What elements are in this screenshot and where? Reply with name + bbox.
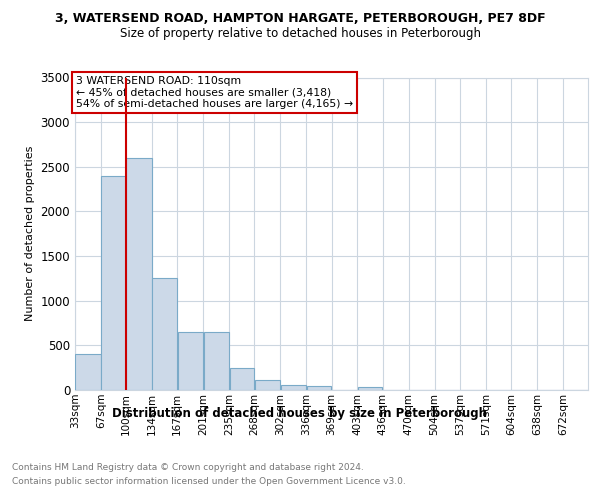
Bar (101, 176, 126, 390)
Text: 3, WATERSEND ROAD, HAMPTON HARGATE, PETERBOROUGH, PE7 8DF: 3, WATERSEND ROAD, HAMPTON HARGATE, PETE… (55, 12, 545, 26)
Text: Contains public sector information licensed under the Open Government Licence v3: Contains public sector information licen… (12, 478, 406, 486)
Bar (152, 278, 177, 390)
Bar (281, 384, 306, 390)
Bar (178, 332, 203, 390)
Bar (358, 387, 382, 390)
Text: Distribution of detached houses by size in Peterborough: Distribution of detached houses by size … (113, 408, 487, 420)
Text: Contains HM Land Registry data © Crown copyright and database right 2024.: Contains HM Land Registry data © Crown c… (12, 462, 364, 471)
Bar (203, 332, 229, 390)
Bar (230, 368, 254, 390)
Bar (76, 354, 101, 390)
Y-axis label: Number of detached properties: Number of detached properties (25, 146, 35, 322)
Bar (127, 158, 152, 390)
Text: 3 WATERSEND ROAD: 110sqm
← 45% of detached houses are smaller (3,418)
54% of sem: 3 WATERSEND ROAD: 110sqm ← 45% of detach… (76, 76, 353, 109)
Bar (307, 386, 331, 390)
Bar (255, 380, 280, 390)
Text: Size of property relative to detached houses in Peterborough: Size of property relative to detached ho… (119, 28, 481, 40)
